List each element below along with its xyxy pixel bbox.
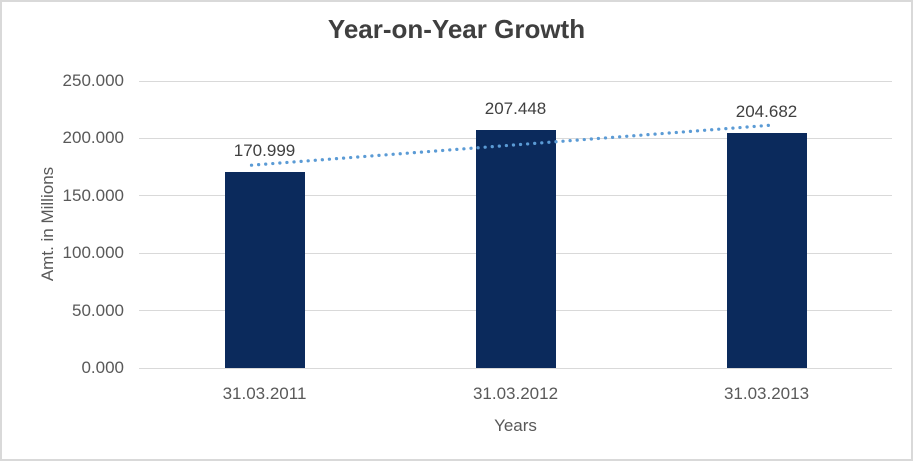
x-tick-label: 31.03.2012 <box>472 384 559 403</box>
y-tick-label: 100.000 <box>62 243 124 263</box>
bar-value-label: 204.682 <box>735 102 798 122</box>
y-tick-label: 50.000 <box>72 300 124 320</box>
x-tick-label: 31.03.2013 <box>723 384 810 403</box>
bar <box>726 133 807 368</box>
y-axis-title: Amt. in Millions <box>38 166 57 282</box>
bar-value-label: 170.999 <box>233 140 296 160</box>
y-tick-label: 0.000 <box>81 358 124 377</box>
bar <box>475 129 556 368</box>
y-tick-label: 200.000 <box>62 128 124 148</box>
x-axis-title: Years <box>494 416 537 435</box>
bar-value-label: 207.448 <box>484 98 547 118</box>
bar <box>224 171 305 368</box>
y-tick-label: 150.000 <box>62 185 124 205</box>
gridline <box>139 367 892 369</box>
chart-title: Year-on-Year Growth <box>327 14 586 44</box>
gridline <box>139 80 892 82</box>
x-tick-label: 31.03.2011 <box>222 384 307 403</box>
y-tick-label: 250.000 <box>62 71 124 90</box>
